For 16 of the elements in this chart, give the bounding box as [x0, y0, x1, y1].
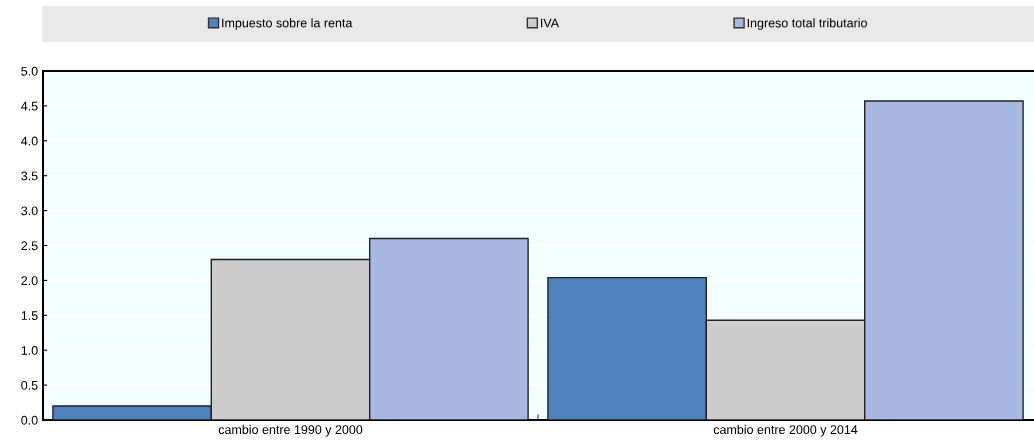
y-tick-label: 4.0 [21, 136, 38, 146]
legend-label: IVA [541, 18, 560, 28]
y-tick-label: 4.5 [21, 101, 38, 111]
legend-label: Impuesto sobre la renta [222, 18, 353, 30]
y-tick-label: 3.5 [21, 171, 38, 181]
x-tick-label: cambio entre 1990 y 2000 [218, 424, 363, 437]
y-tick-label: 0.0 [21, 415, 38, 425]
y-tick-label: 1.0 [21, 346, 38, 355]
legend-label: Ingreso total tributario [747, 18, 867, 30]
y-tick-label: 2.0 [21, 276, 38, 286]
x-tick-label: cambio entre 2000 y 2014 [713, 424, 858, 437]
y-tick-label: 1.5 [21, 311, 38, 320]
y-tick-label: 3.0 [21, 206, 38, 216]
y-tick-label: 0.5 [21, 380, 38, 390]
y-tick-label: 5.0 [21, 66, 38, 76]
y-tick-label: 2.5 [21, 241, 38, 251]
